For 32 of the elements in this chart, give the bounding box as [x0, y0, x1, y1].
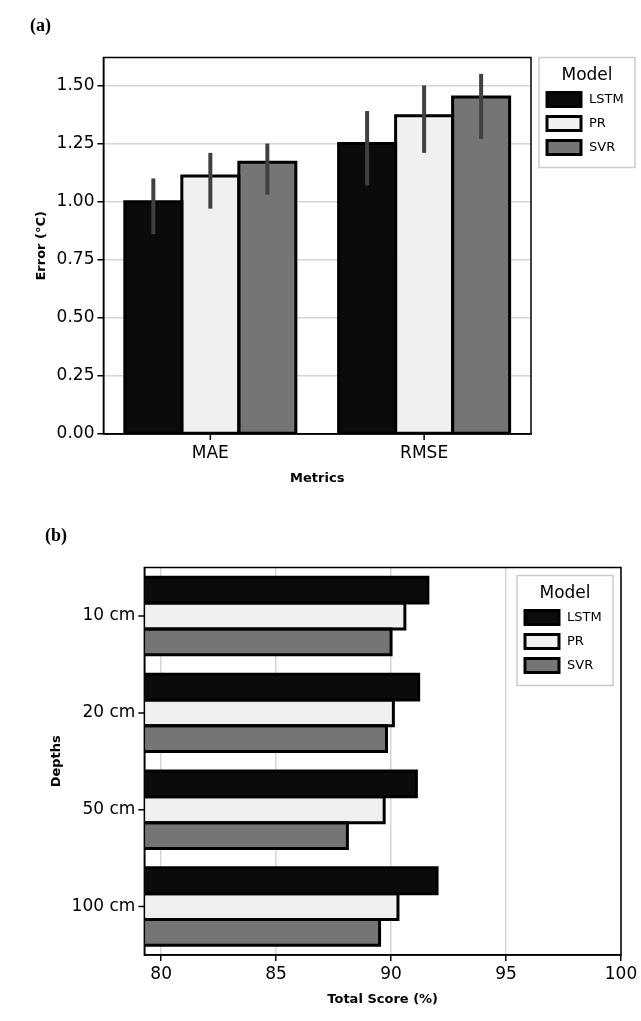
- legend-label: PR: [567, 632, 584, 648]
- legend-label: PR: [589, 114, 606, 130]
- x-axis-title: Metrics: [290, 469, 345, 485]
- x-tick-label: 95: [495, 962, 517, 983]
- y-tick-label: 20 cm: [82, 701, 136, 722]
- y-axis-title: Depths: [48, 734, 64, 788]
- legend-label: SVR: [589, 138, 616, 154]
- y-tick-label: 0.75: [56, 248, 95, 269]
- legend-label: LSTM: [589, 90, 624, 106]
- legend-label: LSTM: [567, 608, 602, 624]
- chart-title: (b): [45, 525, 67, 547]
- x-tick-label: RMSE: [400, 441, 449, 462]
- x-tick-label: 90: [380, 962, 402, 983]
- x-tick-label: MAE: [191, 441, 229, 462]
- y-tick-label: 50 cm: [82, 798, 136, 819]
- y-tick-label: 1.00: [56, 190, 95, 211]
- y-tick-label: 0.25: [56, 364, 95, 385]
- chart-title: (a): [30, 15, 51, 37]
- x-tick-label: 85: [265, 962, 287, 983]
- y-tick-label: 1.25: [56, 131, 95, 152]
- legend-title: Model: [539, 582, 591, 603]
- y-axis-title: Error (°C): [33, 211, 49, 281]
- x-tick-label: 80: [150, 962, 172, 983]
- y-tick-label: 100 cm: [71, 895, 136, 915]
- y-tick-label: 0.00: [56, 422, 95, 443]
- y-tick-label: 1.50: [56, 73, 95, 94]
- x-tick-label: 100: [604, 962, 638, 983]
- legend-title: Model: [561, 64, 613, 85]
- y-tick-label: 0.50: [56, 306, 95, 327]
- x-axis-title: Total Score (%): [327, 990, 439, 1006]
- y-tick-label: 10 cm: [82, 604, 136, 625]
- legend-label: SVR: [567, 656, 594, 672]
